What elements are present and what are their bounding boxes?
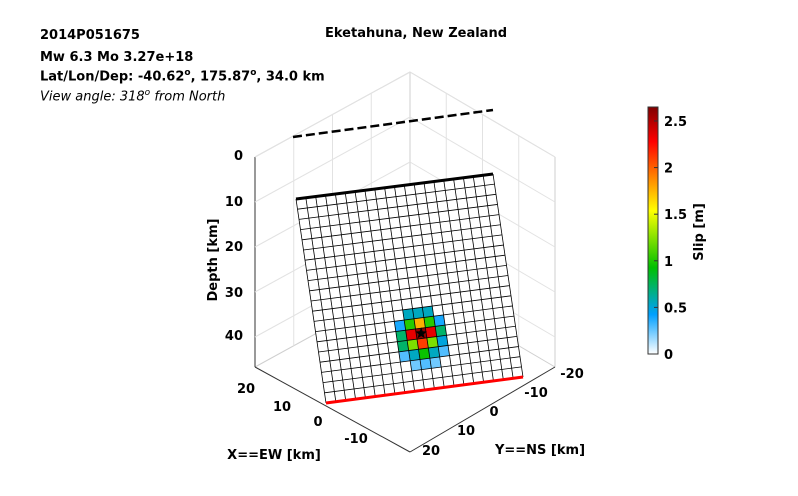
slip-patch [402, 308, 414, 321]
fault-mesh-line [313, 295, 512, 322]
slip-patch [397, 340, 409, 352]
lat-lon-depth: Lat/Lon/Dep: -40.62o, 175.87o, 34.0 km [40, 68, 325, 84]
colorbar [647, 106, 659, 355]
fault-mesh-line [307, 254, 506, 281]
z-tick-10: 10 [225, 195, 243, 210]
slip-patch [398, 350, 411, 363]
slip-patch [414, 317, 426, 329]
y-axis-ticks: -20 -10 0 10 20 [422, 367, 584, 459]
y-tick-10: 10 [457, 424, 475, 439]
view-angle-degree: o [144, 88, 151, 98]
y-tick-minus20: -20 [560, 367, 584, 382]
y-tick-0: 0 [489, 405, 498, 420]
z-axis-ticks: 0 10 20 30 40 [225, 149, 243, 344]
z-tick-20: 20 [225, 240, 243, 255]
lon-degree: o [250, 68, 257, 78]
slip-patch [429, 356, 442, 369]
lat-degree: o [184, 68, 191, 78]
fault-mesh-line [301, 214, 500, 241]
colorbar-tick-label: 1 [664, 255, 673, 270]
fault-mesh-line [309, 264, 507, 292]
fault-mesh-line [319, 336, 518, 363]
y-tick-20: 20 [422, 444, 440, 459]
slip-patch [418, 348, 430, 360]
colorbar-tick-label: 0 [664, 348, 673, 363]
fault-mesh-line [318, 325, 516, 353]
colorbar-label: Slip [m] [692, 203, 707, 261]
slip-patch [420, 358, 432, 370]
surface-trace [292, 108, 494, 139]
slip-patch [435, 325, 447, 337]
slip-patch [433, 314, 446, 327]
x-tick-0: 0 [313, 415, 322, 430]
x-axis-ticks: 20 10 0 -10 [237, 382, 368, 447]
event-id: 2014P051675 [40, 28, 140, 43]
fault-top-edge [295, 172, 494, 201]
slip-patch [407, 339, 419, 351]
fault-mesh-line [310, 275, 509, 302]
view-angle: View angle: 318o from North [40, 88, 225, 104]
slip-patch [394, 320, 406, 332]
x-tick-10: 10 [273, 400, 291, 415]
fault-mesh-line [304, 234, 503, 261]
fault-mesh-line [297, 183, 495, 210]
fault-mesh-line [324, 366, 522, 394]
colorbar-tick-label: 2 [664, 162, 673, 177]
fault-mesh-line [298, 193, 497, 220]
colorbar-tick-label: 2.5 [664, 115, 687, 130]
y-tick-minus10: -10 [524, 386, 548, 401]
slip-patch [422, 306, 434, 318]
magnitude-moment: Mw 6.3 Mo 3.27e+18 [40, 50, 194, 65]
hypocenter-star [415, 327, 427, 339]
x-tick-minus10: -10 [344, 432, 368, 447]
lat-text: Lat/Lon/Dep: -40.62 [40, 69, 185, 85]
fault-mesh-line [322, 356, 521, 383]
fault-bottom-edge [325, 375, 524, 405]
chart-title: Eketahuna, New Zealand [325, 26, 507, 41]
slip-patch [438, 345, 450, 357]
y-axis-label: Y==NS [km] [494, 443, 585, 458]
depth-text: , 34.0 km [256, 69, 325, 85]
slip-patch [395, 330, 408, 342]
slip-patch [408, 349, 420, 361]
fault-mesh-line [315, 305, 513, 332]
z-tick-40: 40 [225, 329, 243, 344]
colorbar-tick-label: 0.5 [664, 301, 687, 316]
slip-patch [417, 337, 429, 350]
slip-patch [425, 326, 437, 338]
slip-patch [404, 318, 416, 331]
z-tick-0: 0 [234, 149, 243, 164]
slip-patch [410, 359, 422, 371]
view-angle-suffix: from North [150, 89, 226, 105]
colorbar-tick-label: 1.5 [664, 208, 687, 223]
slip-patch [436, 335, 449, 347]
box-front-right [409, 366, 556, 453]
fault-plane [295, 173, 524, 404]
fault-mesh-line [303, 224, 501, 251]
slip-patch [428, 346, 440, 359]
x-axis-label: X==EW [km] [227, 448, 321, 463]
z-axis-label: Depth [km] [206, 219, 221, 302]
z-tick-30: 30 [225, 286, 243, 301]
slip-patch [412, 307, 424, 319]
lon-text: , 175.87 [190, 69, 251, 85]
view-angle-text: View angle: 318 [40, 89, 145, 105]
colorbar-ticks: 0 0.5 1 1.5 2 2.5 [654, 115, 687, 363]
slip-patch [423, 316, 436, 328]
slip-patch [426, 336, 439, 349]
fault-mesh-line [300, 204, 498, 230]
slip-patch [405, 328, 417, 341]
fault-mesh-line [306, 244, 504, 271]
fault-mesh-line [316, 315, 515, 343]
box-front-left [254, 366, 411, 453]
fault-mesh-line [321, 346, 519, 373]
x-tick-20: 20 [237, 382, 255, 397]
fault-mesh-line [312, 285, 510, 312]
